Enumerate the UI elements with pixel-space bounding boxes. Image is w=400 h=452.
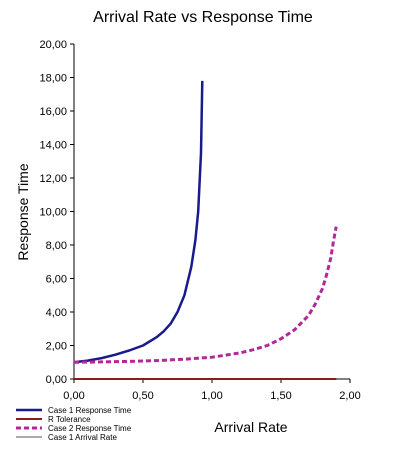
chart-title: Arrival Rate vs Response Time — [93, 9, 313, 26]
series-line-case-1-response-time — [73, 80, 204, 364]
x-tick-label: 1,50 — [270, 390, 291, 402]
x-axis-label: Arrival Rate — [214, 419, 287, 435]
legend-label: Case 1 Arrival Rate — [48, 433, 117, 442]
y-tick-label: 16,00 — [39, 106, 67, 118]
y-tick-label: 8,00 — [46, 240, 67, 252]
y-tick-label: 14,00 — [39, 140, 67, 152]
y-axis-label: Response Time — [15, 163, 31, 260]
y-tick-label: 6,00 — [46, 274, 67, 286]
x-tick-label: 1,00 — [201, 390, 222, 402]
y-ticks: 0,00 2,00 4,00 6,00 8,00 10,00 12,00 14,00 16,00… — [39, 39, 74, 386]
x-ticks: 0,00 0,50 1,00 1,50 2,00 — [63, 379, 361, 402]
x-tick-label: 0,00 — [63, 390, 84, 402]
y-tick-label: 20,00 — [39, 39, 67, 51]
y-tick-label: 10,00 — [39, 207, 67, 219]
series-line-case-2-response-time — [73, 226, 338, 364]
y-tick-label: 2,00 — [46, 341, 67, 353]
x-tick-label: 0,50 — [132, 390, 153, 402]
legend-label: Case 1 Response Time — [48, 406, 132, 415]
y-tick-label: 18,00 — [39, 73, 67, 85]
y-tick-label: 0,00 — [46, 374, 67, 386]
legend-label: R Tolerance — [48, 415, 91, 424]
axes — [73, 44, 350, 380]
legend-label: Case 2 Response Time — [48, 424, 132, 433]
y-tick-label: 12,00 — [39, 173, 67, 185]
series-layer — [73, 80, 338, 380]
x-tick-label: 2,00 — [339, 390, 360, 402]
y-tick-label: 4,00 — [46, 307, 67, 319]
